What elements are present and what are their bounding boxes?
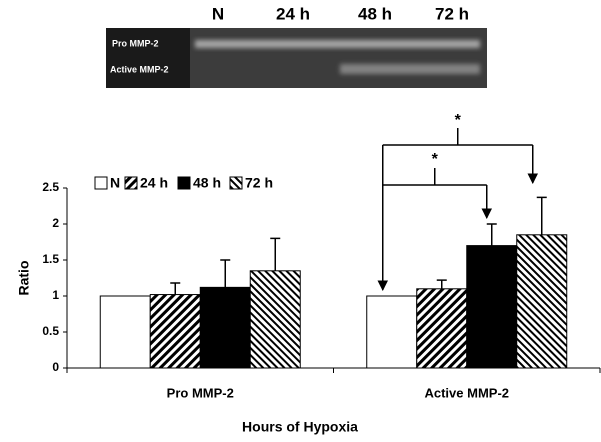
y-tick-label: 2.5 <box>42 180 59 194</box>
y-tick-label: 0 <box>52 360 59 374</box>
legend-label: N <box>110 175 120 191</box>
gel-lane-label: N <box>212 4 224 23</box>
error-bar <box>486 223 497 246</box>
bar <box>149 294 201 369</box>
gel-image <box>106 28 487 88</box>
bar <box>466 245 518 369</box>
legend-swatch <box>124 176 138 190</box>
gel-band-label: Pro MMP-2 <box>112 38 159 48</box>
y-axis-label: Ratio <box>16 261 32 296</box>
y-tick-label: 2 <box>52 216 59 230</box>
significance-label: * <box>432 151 439 168</box>
bar <box>199 286 251 369</box>
gel-lane-label: 72 h <box>435 4 469 23</box>
y-tick-label: 1 <box>52 288 59 302</box>
significance-label: * <box>455 112 462 129</box>
bar <box>366 295 418 369</box>
legend-label: 48 h <box>193 175 221 191</box>
error-bar <box>220 259 231 288</box>
bar <box>416 288 468 369</box>
x-tick-label: Active MMP-2 <box>424 385 509 400</box>
legend-label: 24 h <box>140 175 168 191</box>
error-bar <box>270 237 281 271</box>
y-tick-label: 1.5 <box>42 252 59 266</box>
legend-swatch <box>229 176 243 190</box>
error-bar <box>436 279 447 289</box>
gel-lane-label: 48 h <box>358 4 392 23</box>
legend-swatch <box>177 176 191 190</box>
legend-swatch <box>94 176 108 190</box>
gel-lane-label: 24 h <box>276 4 310 23</box>
gel-band-label: Active MMP-2 <box>110 64 169 74</box>
x-axis-label: Hours of Hypoxia <box>242 419 358 435</box>
bar <box>99 295 151 369</box>
error-bar <box>170 282 181 295</box>
bar <box>516 234 568 369</box>
bar <box>249 270 301 369</box>
legend-label: 72 h <box>245 175 273 191</box>
y-tick-label: 0.5 <box>42 324 59 338</box>
x-tick-label: Pro MMP-2 <box>167 385 234 400</box>
error-bar <box>536 196 547 235</box>
